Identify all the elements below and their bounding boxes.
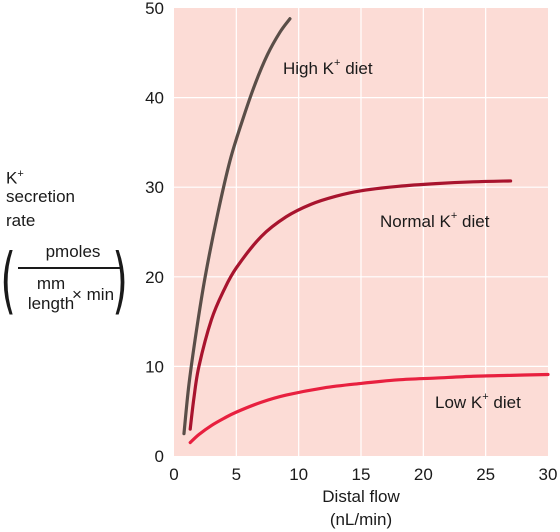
left-paren: ( [0, 238, 16, 322]
y-tick-labels: 0 10 20 30 40 50 [145, 0, 164, 466]
series-labels: High K+ diet Normal K+ diet Low K+ diet [283, 57, 521, 412]
series-label-normal-k-diet: Normal K+ diet [380, 210, 490, 231]
x-tick-labels: 0 5 10 15 20 25 30 [169, 465, 557, 484]
x-tick-label: 10 [289, 465, 308, 484]
unit-numerator: pmoles [45, 242, 101, 261]
unit-denominator: mm length [26, 274, 76, 314]
x-tick-label: 15 [352, 465, 371, 484]
y-tick-label: 10 [145, 357, 164, 376]
y-axis-title-line3: rate [6, 211, 36, 230]
y-axis-title-line2: secretion [6, 187, 75, 206]
unit-times-min: × min [72, 285, 115, 304]
y-tick-label: 0 [155, 447, 164, 466]
series-label-low-k-diet: Low K+ diet [435, 391, 521, 412]
y-tick-label: 50 [145, 0, 164, 18]
y-axis-unit: ( pmoles mm length × min ) [0, 238, 132, 334]
x-axis-title: Distal flow [322, 487, 400, 506]
x-tick-label: 30 [539, 465, 558, 484]
series-label-high-k-diet: High K+ diet [283, 57, 373, 78]
x-tick-label: 25 [476, 465, 495, 484]
x-axis-unit: (nL/min) [330, 510, 392, 529]
x-tick-label: 0 [169, 465, 178, 484]
y-tick-label: 20 [145, 268, 164, 287]
y-tick-label: 30 [145, 178, 164, 197]
unit-denominator-bottom: length [27, 294, 75, 313]
right-paren: ) [112, 238, 128, 322]
y-axis-title-symbol: K+ [6, 168, 24, 188]
series-line-low-k-diet [188, 372, 550, 445]
y-tick-label: 40 [145, 89, 164, 108]
x-tick-label: 5 [232, 465, 241, 484]
x-tick-label: 20 [414, 465, 433, 484]
unit-denominator-top: mm [36, 274, 66, 293]
series-line-high-k-diet [182, 17, 292, 436]
series-lines [182, 17, 550, 445]
grid [174, 8, 548, 456]
series-line-normal-k-diet [188, 179, 513, 431]
fraction-bar [18, 267, 122, 269]
